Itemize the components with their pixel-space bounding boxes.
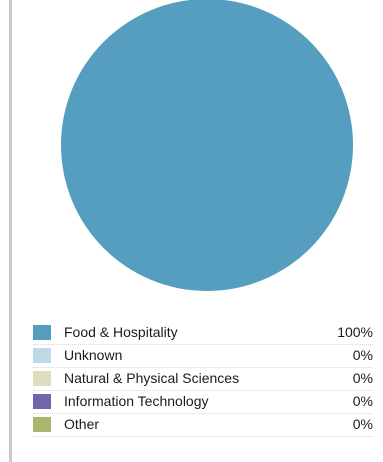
legend: Food & Hospitality 100% Unknown 0% Natur… [33,322,373,437]
legend-item-food-hospitality: Food & Hospitality 100% [33,322,373,345]
legend-label-food-hospitality: Food & Hospitality [64,324,178,340]
pie-chart [61,0,353,291]
legend-label-other: Other [64,416,100,432]
legend-value-unknown: 0% [352,347,373,363]
legend-item-other: Other 0% [33,414,373,437]
legend-swatch-other [33,417,51,432]
legend-label-information-technology: Information Technology [64,393,209,409]
legend-value-food-hospitality: 100% [337,324,373,340]
legend-swatch-food-hospitality [33,325,51,340]
legend-item-natural-physical-sciences: Natural & Physical Sciences 0% [33,368,373,391]
legend-item-information-technology: Information Technology 0% [33,391,373,414]
pie-slice-food-hospitality [61,0,353,291]
legend-label-natural-physical-sciences: Natural & Physical Sciences [64,370,240,386]
legend-swatch-natural-physical-sciences [33,371,51,386]
legend-swatch-information-technology [33,394,51,409]
legend-label-unknown: Unknown [64,347,123,363]
legend-swatch-unknown [33,348,51,363]
legend-value-information-technology: 0% [352,393,373,409]
legend-value-other: 0% [352,416,373,432]
legend-item-unknown: Unknown 0% [33,345,373,368]
legend-value-natural-physical-sciences: 0% [352,370,373,386]
side-divider [9,0,12,462]
